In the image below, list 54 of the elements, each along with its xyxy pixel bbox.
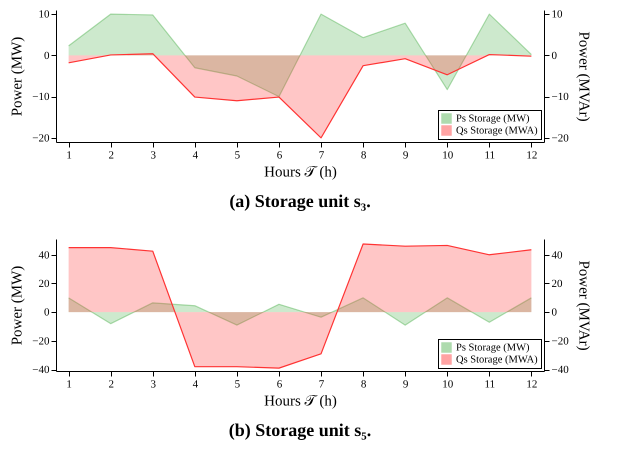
x-tick-label: 8 — [360, 150, 367, 162]
y2-tick-label: 0 — [552, 50, 558, 62]
x-tick-label: 1 — [66, 150, 72, 162]
y-tick-label: −20 — [32, 132, 50, 144]
y2-tick-label: −40 — [552, 364, 570, 376]
x-tick-label: 2 — [108, 378, 114, 390]
y2-tick-label: 20 — [552, 278, 563, 290]
x-tick-label: 4 — [192, 378, 199, 390]
x-axis-title: Hours 𝒯 (h) — [264, 164, 337, 180]
y-tick-label: 0 — [44, 306, 50, 319]
x-tick-label: 3 — [150, 150, 157, 162]
x-tick-label: 5 — [234, 150, 241, 162]
y-axis-title: Power (MW) — [9, 266, 26, 346]
y2-tick-label: −10 — [552, 91, 570, 104]
text: (b) Storage unit s₅. — [228, 420, 372, 440]
y-tick-label: 0 — [44, 50, 50, 62]
x-tick-label: 3 — [150, 378, 157, 390]
y-tick-label: −10 — [32, 91, 50, 104]
x-tick-label: 2 — [108, 150, 114, 162]
x-tick-label: 4 — [192, 150, 199, 162]
text: (a) Storage unit s₃. — [229, 191, 371, 211]
x-tick-label: 1 — [66, 378, 72, 390]
y-tick-label: 10 — [38, 8, 50, 21]
y-tick-label: −20 — [32, 335, 50, 348]
x-tick-label: 12 — [526, 378, 538, 390]
y-tick-label: 40 — [38, 249, 50, 262]
y2-tick-label: −20 — [552, 335, 570, 348]
x-tick-label: 9 — [402, 378, 409, 390]
x-tick-label: 7 — [318, 378, 325, 390]
legend-label: Ps Storage (MW) — [456, 342, 530, 354]
y-axis-title: Power (MW) — [9, 36, 26, 116]
y2-tick-label: 40 — [552, 249, 563, 262]
x-tick-label: 6 — [276, 150, 283, 162]
x-tick-label: 6 — [276, 378, 283, 390]
y2-axis-title: Power (MVAr) — [576, 260, 592, 351]
x-tick-label: 11 — [484, 150, 496, 162]
x-tick-label: 9 — [402, 150, 409, 162]
legend-label: Ps Storage (MW) — [456, 114, 530, 124]
x-tick-label: 7 — [318, 150, 325, 162]
y2-tick-label: −20 — [552, 132, 570, 144]
x-axis-title: Hours 𝒯 (h) — [264, 394, 337, 410]
y2-axis-title: Power (MVAr) — [576, 31, 592, 122]
legend-label: Qs Storage (MWA) — [456, 354, 538, 366]
y2-tick-label: 10 — [552, 8, 563, 21]
x-tick-label: 5 — [234, 378, 241, 390]
legend-label: Qs Storage (MWA) — [456, 126, 538, 136]
x-tick-label: 10 — [442, 150, 454, 162]
x-tick-label: 12 — [526, 150, 538, 162]
y2-tick-label: 0 — [552, 306, 558, 319]
y-tick-label: 20 — [38, 278, 50, 290]
x-tick-label: 11 — [484, 378, 496, 390]
y-tick-label: −40 — [32, 364, 50, 376]
x-tick-label: 10 — [442, 378, 454, 390]
x-tick-label: 8 — [360, 378, 367, 390]
